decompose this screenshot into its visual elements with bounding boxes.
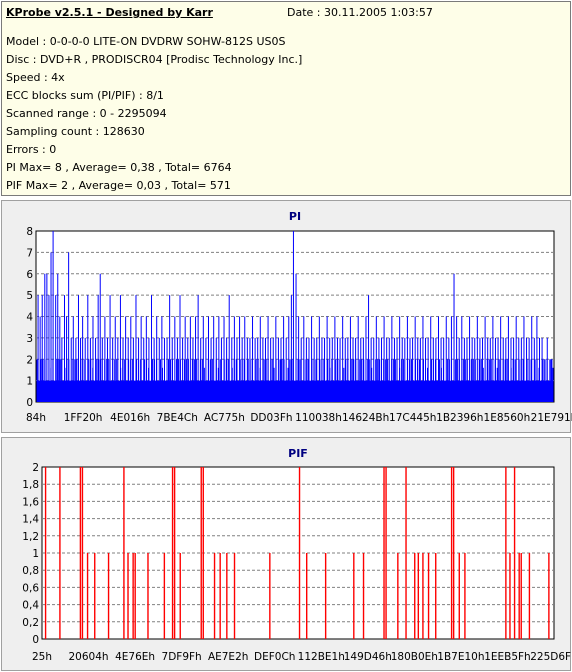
x-tick-label: 21E791h [531, 412, 572, 424]
x-tick-label: 4E76Eh [115, 651, 155, 663]
info-disc: Disc : DVD+R , PRODISCR04 [Prodisc Techn… [6, 53, 303, 66]
x-tick-label: DD03Fh [250, 412, 292, 424]
y-tick-label: 0,2 [22, 617, 39, 629]
x-tick-label: 225D6Fh [530, 651, 572, 663]
x-tick-label: AE7E2h [208, 651, 248, 663]
y-tick-label: 0 [32, 634, 39, 646]
x-tick-label: 4E016h [110, 412, 150, 424]
info-pi-stats: PI Max= 8 , Average= 0,38 , Total= 6764 [6, 161, 232, 174]
app-title: KProbe v2.5.1 - Designed by Karr [6, 6, 213, 19]
y-tick-label: 0 [26, 397, 33, 409]
y-tick-label: 0,6 [22, 582, 39, 594]
pi-chart: PI 0 1 2 3 4 5 6 7 8 84h 1FF20h 4E016h 7BE4Ch AC775h DD… [26, 210, 572, 424]
x-tick-label: 84h [26, 412, 46, 424]
x-tick-label: 20604h [69, 651, 109, 663]
y-tick-label: 3 [26, 333, 33, 345]
y-tick-label: 0,4 [22, 600, 39, 612]
x-tick-label: 25h [32, 651, 52, 663]
x-tick-label: AC775h [204, 412, 245, 424]
y-tick-label: 2 [32, 462, 39, 474]
chart-title: PIF [288, 447, 308, 460]
info-pif-stats: PIF Max= 2 , Average= 0,03 , Total= 571 [6, 179, 231, 192]
y-tick-label: 7 [26, 247, 33, 259]
scan-date: Date : 30.11.2005 1:03:57 [287, 6, 433, 19]
y-tick-label: 1,2 [22, 531, 39, 543]
y-tick-label: 4 [26, 312, 33, 324]
info-panel: KProbe v2.5.1 - Designed by Karr Date : … [1, 1, 571, 196]
y-tick-label: 1 [26, 376, 33, 388]
info-speed: Speed : 4x [6, 71, 65, 84]
x-tick-label: 1B7E10h [437, 651, 484, 663]
info-scanned-range: Scanned range : 0 - 2295094 [6, 107, 167, 120]
y-tick-label: 6 [26, 269, 33, 281]
x-tick-label: 1FF20h [64, 412, 103, 424]
x-tick-label: 7BE4Ch [157, 412, 198, 424]
y-tick-label: 1 [32, 548, 39, 560]
chart-title: PI [289, 210, 301, 223]
info-sampling-count: Sampling count : 128630 [6, 125, 145, 138]
pi-chart-panel: PI 0 1 2 3 4 5 6 7 8 84h 1FF20h 4E016h 7BE4Ch AC775h DD… [1, 200, 572, 433]
x-tick-label: 1B2396h [436, 412, 483, 424]
x-tick-label: 1E8560h [484, 412, 531, 424]
y-tick-label: 1,6 [22, 496, 39, 508]
x-tick-label: 14624Bh [342, 412, 389, 424]
pif-chart: PIF 0 0,2 0,4 0,6 0,8 1 1,2 1,4 1,6 1,8 2 25h 20604h 4… [22, 447, 572, 663]
y-tick-label: 5 [26, 290, 33, 302]
y-tick-label: 8 [26, 226, 33, 238]
info-errors: Errors : 0 [6, 143, 57, 156]
y-tick-label: 0,8 [22, 565, 39, 577]
info-ecc-blocks: ECC blocks sum (PI/PIF) : 8/1 [6, 89, 164, 102]
y-tick-label: 1,8 [22, 479, 39, 491]
x-tick-label: 1EEB5Fh [484, 651, 531, 663]
x-tick-label: 7DF9Fh [162, 651, 202, 663]
x-tick-label: DEF0Ch [254, 651, 295, 663]
x-tick-label: 149D46h [344, 651, 392, 663]
info-model: Model : 0-0-0-0 LITE-ON DVDRW SOHW-812S … [6, 35, 286, 48]
x-tick-label: 112BE1h [298, 651, 345, 663]
y-tick-label: 2 [26, 354, 33, 366]
y-tick-label: 1,4 [22, 514, 39, 526]
pif-chart-panel: PIF 0 0,2 0,4 0,6 0,8 1 1,2 1,4 1,6 1,8 2 25h 20604h 4… [1, 437, 572, 671]
x-tick-label: 110038h [295, 412, 342, 424]
x-tick-label: 180B0Eh [391, 651, 438, 663]
x-tick-label: 17C445h [389, 412, 436, 424]
